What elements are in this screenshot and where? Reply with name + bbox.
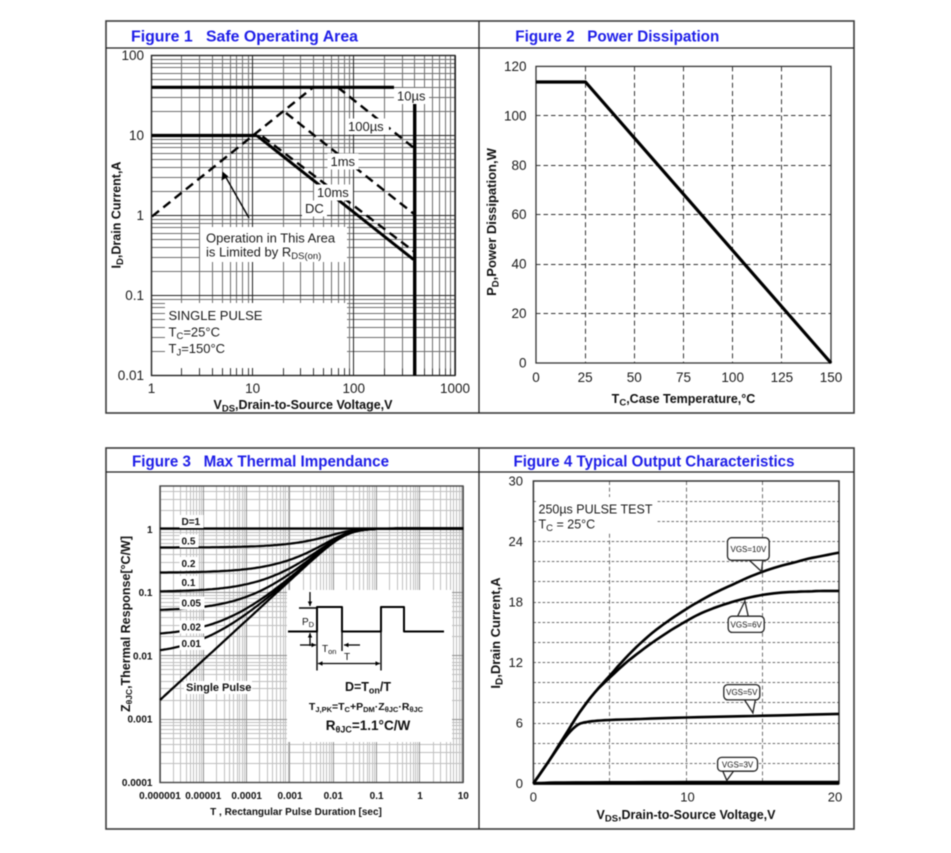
svg-text:0.1: 0.1	[370, 791, 384, 802]
svg-text:0.5: 0.5	[182, 537, 196, 548]
svg-text:10ms: 10ms	[317, 185, 349, 200]
svg-text:0.1: 0.1	[139, 588, 153, 599]
svg-text:1ms: 1ms	[331, 154, 356, 169]
svg-text:50: 50	[627, 370, 642, 385]
svg-text:30: 30	[509, 474, 523, 489]
svg-text:10: 10	[458, 791, 470, 802]
svg-text:10: 10	[680, 790, 694, 805]
svg-text:0.01: 0.01	[324, 791, 344, 802]
svg-text:25: 25	[578, 370, 593, 385]
svg-text:100: 100	[121, 48, 144, 63]
svg-text:10: 10	[129, 128, 144, 143]
svg-text:0.01: 0.01	[118, 368, 144, 383]
svg-text:100µs: 100µs	[348, 119, 384, 134]
svg-text:0: 0	[530, 790, 537, 805]
svg-text:D=1: D=1	[182, 517, 201, 528]
svg-text:0.05: 0.05	[182, 599, 202, 610]
svg-text:0.000001: 0.000001	[139, 791, 181, 802]
svg-text:VDS,Drain-to-Source Voltage,V: VDS,Drain-to-Source Voltage,V	[214, 398, 394, 415]
svg-text:6: 6	[516, 716, 523, 731]
svg-text:0: 0	[532, 370, 540, 385]
svg-text:60: 60	[511, 207, 526, 222]
svg-text:0.001: 0.001	[127, 715, 152, 726]
svg-text:VDS,Drain-to-Source Voltage,V: VDS,Drain-to-Source Voltage,V	[597, 808, 777, 825]
svg-text:0.0001: 0.0001	[231, 791, 262, 802]
svg-text:1: 1	[147, 525, 153, 536]
svg-text:12: 12	[509, 655, 523, 670]
svg-text:ID,Drain Current,A: ID,Drain Current,A	[488, 577, 506, 689]
svg-text:40: 40	[511, 257, 526, 272]
svg-text:T: T	[344, 652, 350, 663]
svg-text:Single Pulse: Single Pulse	[186, 682, 251, 694]
svg-text:0.2: 0.2	[182, 559, 196, 570]
svg-text:20: 20	[511, 306, 526, 321]
svg-text:10µs: 10µs	[397, 89, 426, 104]
svg-text:T , Rectangular Pulse Duration: T , Rectangular Pulse Duration [sec]	[210, 807, 382, 818]
svg-text:125: 125	[771, 370, 794, 385]
svg-text:24: 24	[509, 534, 523, 549]
svg-text:75: 75	[676, 370, 691, 385]
svg-text:1: 1	[417, 791, 423, 802]
svg-text:120: 120	[504, 59, 527, 74]
svg-text:1: 1	[136, 208, 144, 223]
svg-text:ZθJC,Thermal Response[°C/W]: ZθJC,Thermal Response[°C/W]	[119, 536, 134, 712]
svg-text:0.1: 0.1	[125, 288, 144, 303]
svg-text:0.0001: 0.0001	[122, 778, 153, 789]
svg-text:Figure 4 Typical Output Charac: Figure 4 Typical Output Characteristics	[514, 454, 795, 471]
svg-text:Operation in This Area: Operation in This Area	[206, 231, 336, 246]
svg-text:VGS=5V: VGS=5V	[726, 688, 758, 697]
svg-text:0: 0	[516, 776, 523, 791]
svg-text:ID,Drain Current,A: ID,Drain Current,A	[110, 162, 127, 269]
svg-text:DC: DC	[305, 201, 324, 216]
svg-text:0.01: 0.01	[182, 639, 202, 650]
svg-text:D=Ton/T: D=Ton/T	[345, 680, 391, 696]
svg-text:PD,Power Dissipation,W: PD,Power Dissipation,W	[484, 147, 502, 295]
svg-text:18: 18	[509, 595, 523, 610]
svg-text:VGS=3V: VGS=3V	[722, 760, 754, 769]
svg-text:1: 1	[148, 381, 156, 396]
svg-text:SINGLE PULSE: SINGLE PULSE	[169, 308, 263, 323]
svg-text:10: 10	[245, 381, 260, 396]
svg-text:1000: 1000	[440, 381, 470, 396]
svg-text:0.00001: 0.00001	[185, 791, 222, 802]
svg-text:20: 20	[828, 790, 842, 805]
svg-text:VGS=10V: VGS=10V	[730, 545, 766, 554]
svg-text:0.01: 0.01	[133, 651, 153, 662]
svg-text:0.02: 0.02	[182, 623, 202, 634]
svg-text:VGS=6V: VGS=6V	[731, 620, 763, 629]
svg-text:100: 100	[721, 370, 744, 385]
svg-text:TC,Case Temperature,°C: TC,Case Temperature,°C	[612, 392, 756, 409]
svg-text:TJ,PK=TC+PDM·ZθJC·RθJC: TJ,PK=TC+PDM·ZθJC·RθJC	[309, 701, 424, 714]
svg-text:TC=25°C: TC=25°C	[169, 325, 220, 343]
svg-text:150: 150	[820, 370, 843, 385]
svg-text:0: 0	[519, 356, 527, 371]
svg-text:0.001: 0.001	[277, 791, 302, 802]
svg-text:250µs PULSE TEST: 250µs PULSE TEST	[539, 503, 653, 517]
svg-text:PD: PD	[302, 617, 315, 629]
svg-text:TJ=150°C: TJ=150°C	[169, 341, 226, 359]
svg-text:Figure 3 Max Thermal Impenda: Figure 3 Max Thermal Impendance	[132, 454, 389, 471]
svg-text:Ton: Ton	[322, 644, 336, 656]
svg-text:100: 100	[504, 108, 527, 123]
svg-text:80: 80	[511, 158, 526, 173]
svg-text:Figure 1 Safe Operating Area: Figure 1 Safe Operating Area	[131, 29, 358, 46]
svg-text:0.1: 0.1	[182, 578, 196, 589]
svg-text:Figure 2 Power Dissipation: Figure 2 Power Dissipation	[515, 29, 719, 46]
svg-text:TC = 25°C: TC = 25°C	[539, 518, 596, 535]
svg-text:100: 100	[343, 381, 366, 396]
